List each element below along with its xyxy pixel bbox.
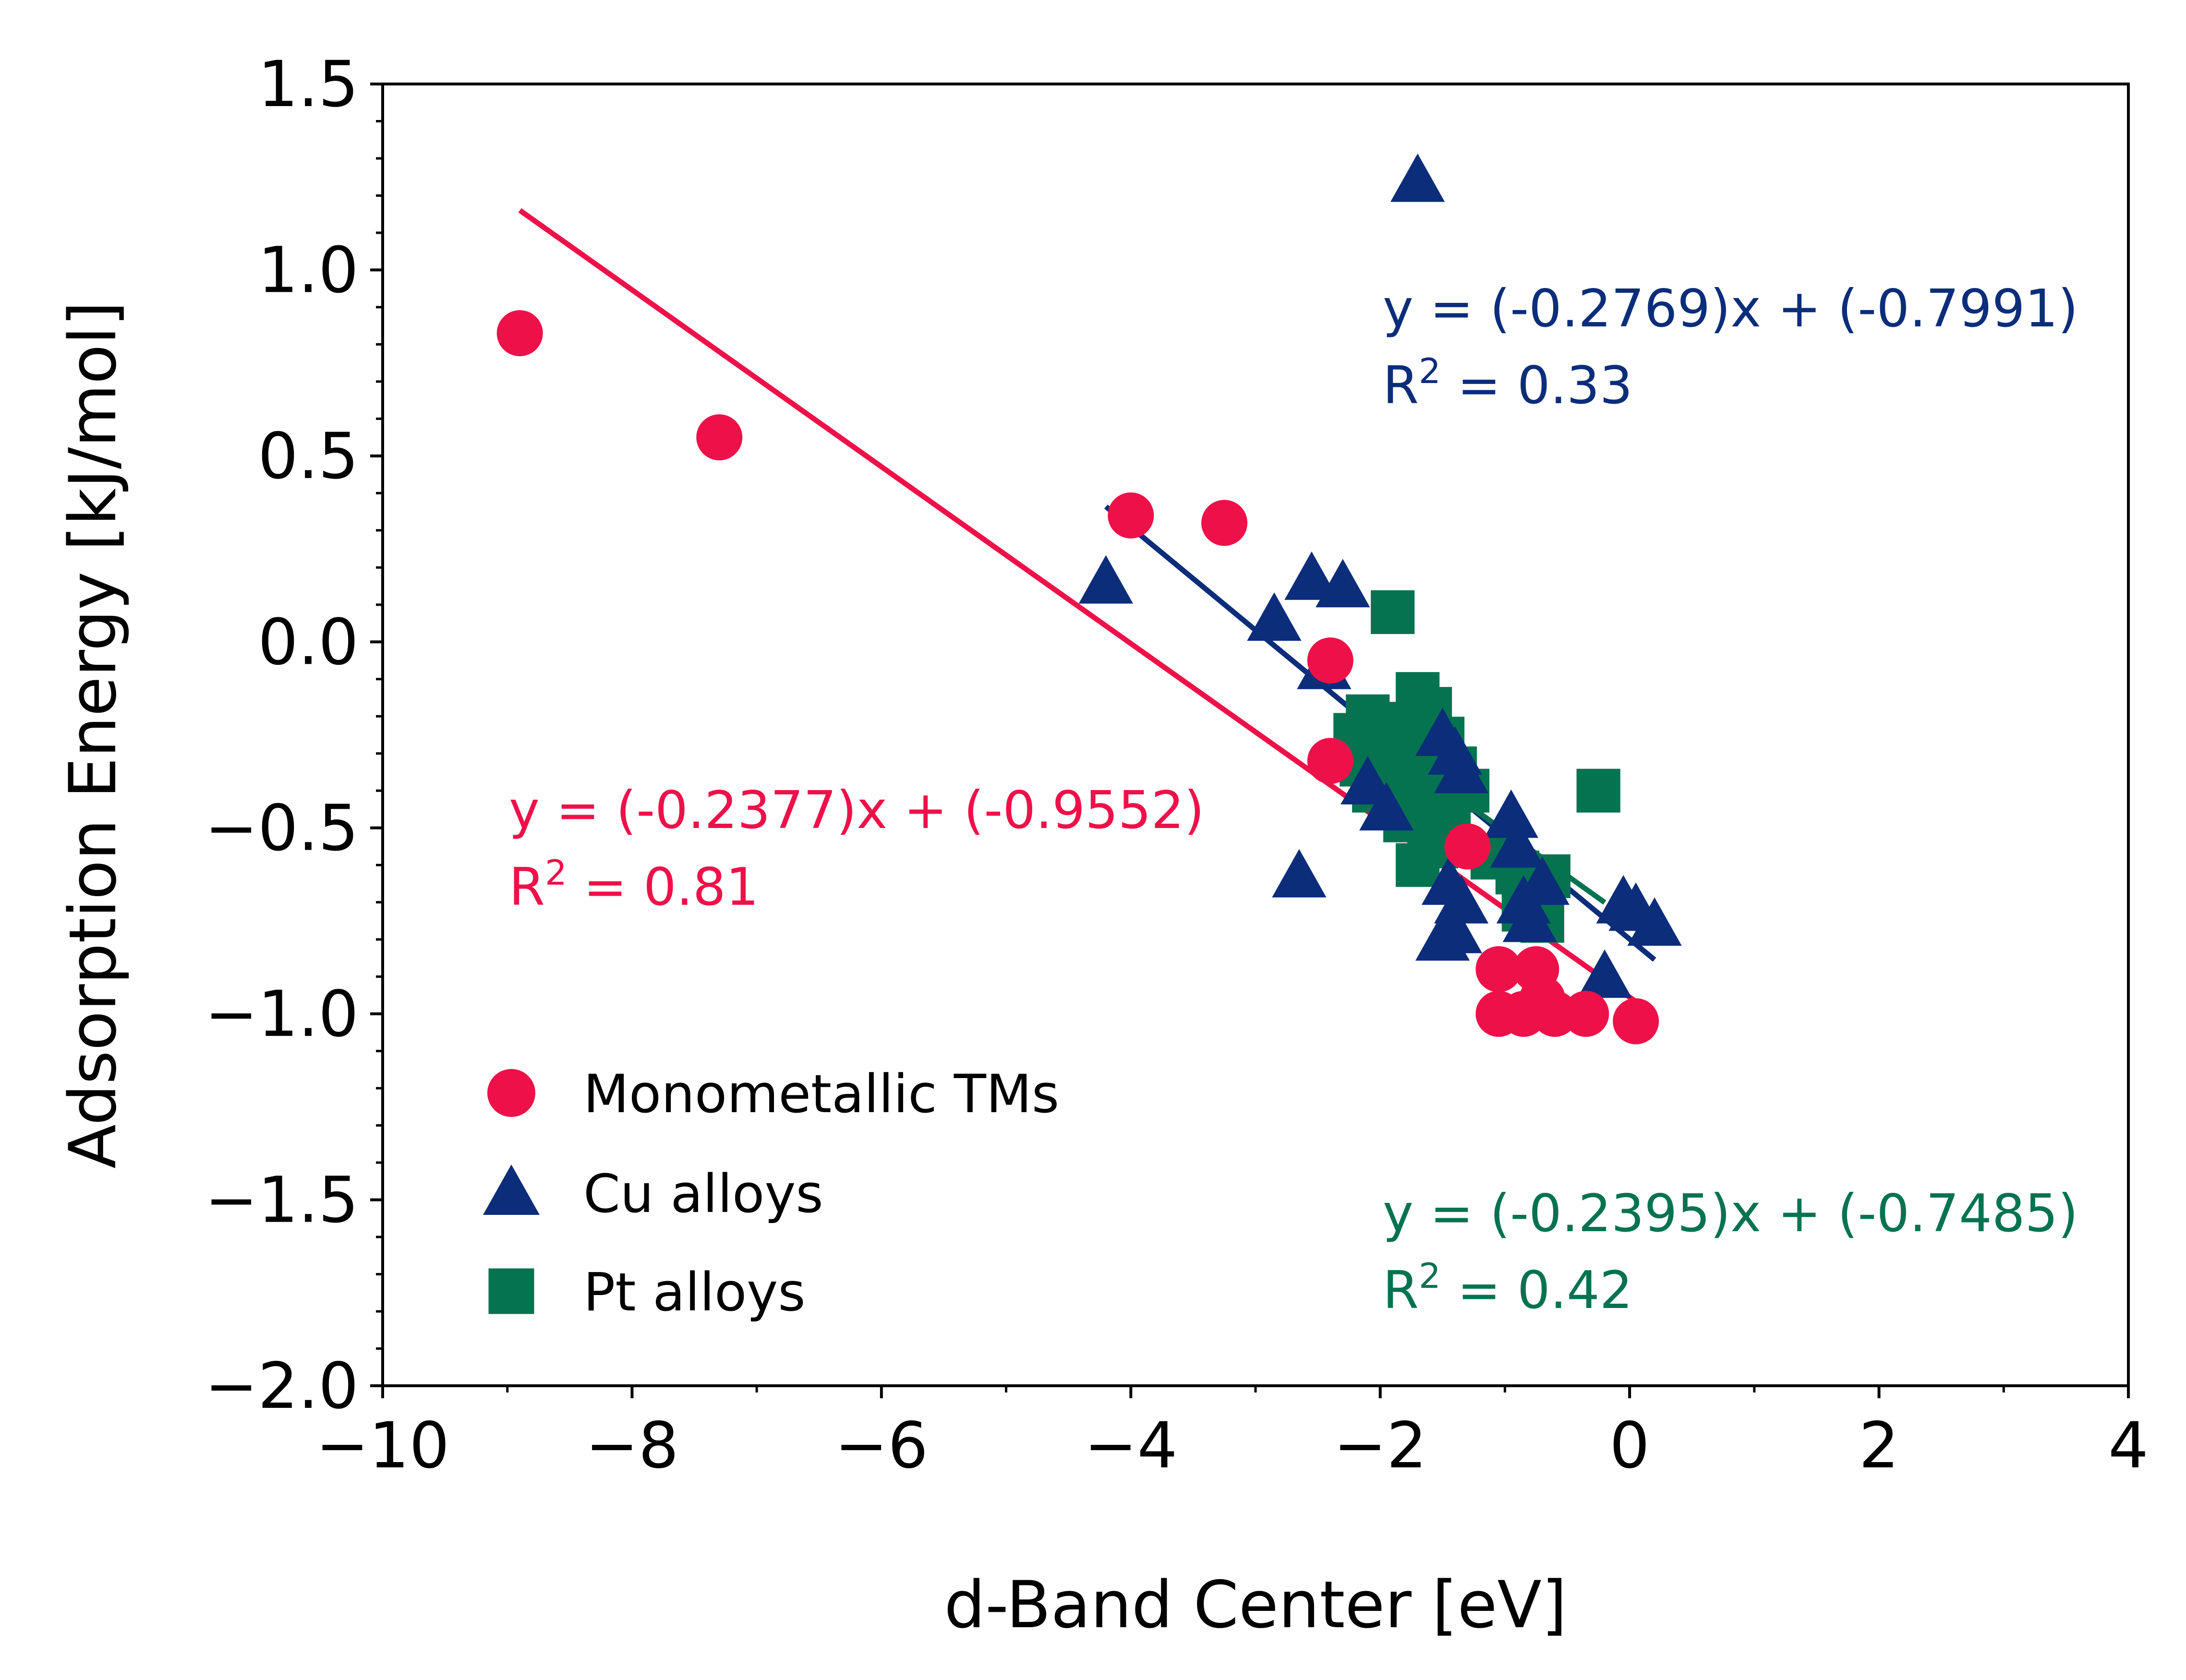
r-squared-superscript: 2 [545, 852, 567, 893]
r-squared-value: = 0.33 [1441, 356, 1633, 416]
legend-label: Cu alloys [583, 1163, 823, 1224]
y-tick-label: −1.0 [205, 977, 359, 1051]
x-axis-title: d-Band Center [eV] [944, 1567, 1567, 1643]
data-point-circle [1444, 823, 1491, 870]
legend-marker-circle [487, 1069, 535, 1117]
data-point-triangle [1577, 949, 1632, 998]
data-point-triangle [1490, 819, 1545, 868]
data-point-circle [1475, 946, 1522, 993]
y-tick-label: −1.5 [205, 1164, 359, 1237]
y-ticks: 1.5 1.0 0.5 0.0 −0.5 −1.0 −1.5 −2.0 [205, 48, 383, 1423]
r-squared-symbol: R [1383, 1260, 1419, 1320]
data-point-triangle [1078, 555, 1133, 604]
legend-marker-triangle [483, 1164, 540, 1215]
data-point-circle [696, 414, 743, 461]
data-point-triangle [1515, 856, 1570, 905]
x-ticks: −10 −8 −6 −4 −2 0 2 4 [316, 1386, 2149, 1483]
x-tick-label: 2 [1859, 1409, 1899, 1483]
data-point-circle [496, 310, 543, 357]
data-point-triangle [1502, 893, 1558, 942]
y-tick-label: 1.0 [258, 233, 359, 307]
data-point-circle [1307, 738, 1353, 784]
data-point-triangle [1272, 849, 1327, 898]
data-point-triangle [1247, 592, 1302, 641]
r-squared-symbol: R [1383, 356, 1419, 416]
data-point-triangle [1316, 559, 1370, 608]
x-tick-label: −10 [316, 1409, 450, 1483]
data-point-triangle [1484, 789, 1539, 838]
data-point-circle [1307, 637, 1353, 684]
r-squared-value: = 0.81 [567, 857, 759, 917]
r-squared-label: R2 = 0.81 [509, 852, 759, 917]
legend-item: Pt alloys [488, 1261, 806, 1323]
x-tick-label: −8 [585, 1409, 679, 1483]
legend-label: Monometallic TMs [583, 1063, 1059, 1125]
y-tick-label: −2.0 [205, 1349, 359, 1423]
fit-equation: y = (-0.2377)x + (-0.9552) [509, 780, 1204, 840]
data-point-triangle [1627, 897, 1682, 946]
data-point-circle [1563, 991, 1609, 1037]
legend-label: Pt alloys [583, 1261, 806, 1323]
data-point-triangle [1434, 744, 1489, 793]
y-tick-label: 0.5 [258, 420, 359, 493]
data-point-circle [1201, 500, 1248, 546]
data-point-square [1371, 590, 1415, 634]
data-point-circle [1613, 998, 1659, 1044]
legend: Monometallic TMs Cu alloys Pt alloys [483, 1063, 1059, 1323]
r-squared-superscript: 2 [1419, 351, 1441, 391]
r-squared-label: R2 = 0.42 [1383, 1256, 1632, 1320]
data-point-square [1576, 768, 1620, 813]
data-point-circle [1108, 492, 1154, 539]
fit-equation: y = (-0.2395)x + (-0.7485) [1383, 1184, 2078, 1244]
r-squared-superscript: 2 [1419, 1256, 1441, 1296]
data-point-triangle [1359, 782, 1414, 831]
x-tick-label: 0 [1609, 1409, 1650, 1483]
data-point-triangle [1427, 905, 1483, 953]
legend-marker-square [488, 1268, 534, 1314]
fit-equation: y = (-0.2769)x + (-0.7991) [1383, 279, 2078, 339]
data-point-triangle [1390, 153, 1445, 202]
data-point-triangle [1434, 875, 1489, 924]
legend-item: Cu alloys [483, 1163, 823, 1224]
r-squared-symbol: R [509, 857, 545, 917]
x-tick-label: −6 [835, 1409, 929, 1483]
fit-equations: y = (-0.2377)x + (-0.9552)R2 = 0.81y = (… [509, 279, 2078, 1320]
y-tick-label: −0.5 [205, 792, 359, 865]
r-squared-value: = 0.42 [1441, 1260, 1633, 1320]
x-tick-label: −4 [1084, 1409, 1178, 1483]
legend-item: Monometallic TMs [487, 1063, 1059, 1125]
y-axis-title: Adsorption Energy [kJ/mol] [55, 301, 131, 1168]
y-tick-label: 1.5 [258, 48, 359, 121]
x-tick-label: −2 [1333, 1409, 1427, 1483]
data-points [496, 153, 1682, 1044]
r-squared-label: R2 = 0.33 [1383, 351, 1632, 416]
data-point-triangle [1284, 551, 1339, 600]
y-tick-label: 0.0 [258, 605, 359, 679]
x-tick-label: 4 [2108, 1409, 2149, 1483]
